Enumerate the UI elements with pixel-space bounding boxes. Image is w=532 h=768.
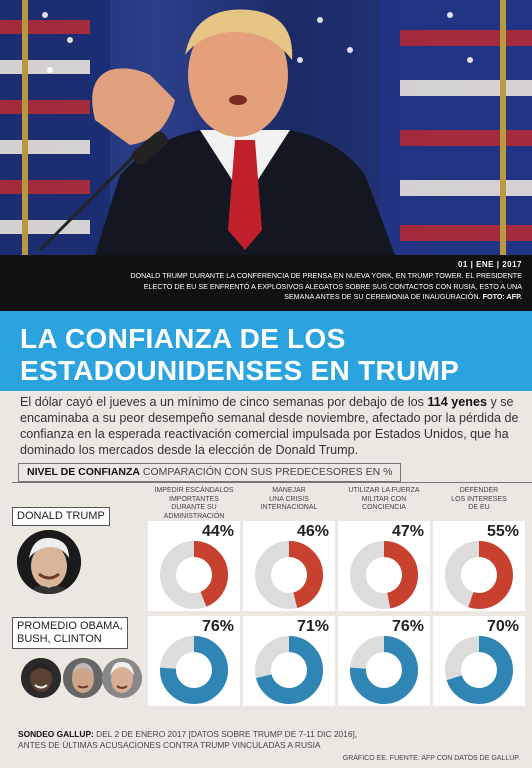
photo-caption: 01 | ENE | 2017 DONALD TRUMP DURANTE LA … bbox=[0, 255, 532, 311]
bush-avatar bbox=[63, 658, 103, 698]
footer-line-2: ANTES DE ÚLTIMAS ACUSACIONES CONTRA TRUM… bbox=[18, 740, 321, 750]
column-header-2-line-2: UNA CRISIS bbox=[269, 495, 309, 503]
row-label-trump: DONALD TRUMP bbox=[12, 507, 110, 526]
clinton-face-icon bbox=[102, 658, 142, 698]
column-header-4-line-3: DE EU bbox=[468, 504, 490, 511]
trump-photo-illustration bbox=[0, 0, 532, 255]
donut-slice bbox=[350, 636, 418, 704]
donut-slice bbox=[445, 541, 513, 609]
intro-part-2: y se encaminaba a su peor desempeño sema… bbox=[20, 395, 519, 457]
clinton-avatar bbox=[102, 658, 142, 698]
column-header-4: DEFENDER LOS INTERESES DE EU bbox=[433, 487, 525, 513]
caption-line-1: DONALD TRUMP DURANTE LA CONFERENCIA DE P… bbox=[130, 271, 522, 280]
donut-slice bbox=[350, 541, 418, 609]
value-label: 76% bbox=[201, 618, 234, 635]
donut-slice bbox=[160, 541, 228, 609]
donut-slice bbox=[160, 636, 228, 704]
title-line-1: LA CONFIANZA DE LOS bbox=[20, 323, 346, 354]
caption-line-3: SEMANA ANTES DE SU CEREMONIA DE INAUGURA… bbox=[10, 292, 522, 303]
caption-line-2: ELECTO DE EU SE ENFRENTÓ A EXPLOSIVOS AL… bbox=[143, 281, 522, 291]
column-header-2-line-3: INTERNACIONAL bbox=[260, 504, 318, 511]
value-label: 55% bbox=[486, 523, 519, 540]
caption-date: 01 | ENE | 2017 bbox=[457, 260, 522, 269]
donut-chart bbox=[350, 636, 418, 704]
column-header-3-line-3: CONCIENCIA bbox=[362, 504, 406, 511]
title-line-2: ESTADOUNIDENSES EN TRUMP bbox=[20, 355, 460, 386]
value-label: 44% bbox=[201, 523, 234, 540]
intro-part-1: El dólar cayó el jueves a un mínimo de c… bbox=[20, 395, 428, 409]
obama-avatar bbox=[21, 658, 61, 698]
caption-text: DONALD TRUMP DURANTE LA CONFERENCIA DE P… bbox=[10, 271, 522, 303]
footer-bold: SONDEO GALLUP: bbox=[18, 729, 94, 739]
column-header-1-line-1: IMPEDIR ESCÁNDALOS bbox=[154, 487, 234, 494]
caption-line-3-text: SEMANA ANTES DE SU CEREMONIA DE INAUGURA… bbox=[284, 292, 481, 301]
value-label: 70% bbox=[486, 618, 519, 635]
chart-panel-trump-1: 44% bbox=[148, 521, 240, 611]
column-header-3-line-2: MILITAR CON bbox=[361, 495, 407, 503]
column-header-1-line-2: IMPORTANTES bbox=[169, 495, 219, 503]
donut-chart bbox=[160, 541, 228, 609]
chart-panel-predecessors-4: 70% bbox=[433, 616, 525, 706]
column-header-1: IMPEDIR ESCÁNDALOS IMPORTANTES DURANTE SU A… bbox=[148, 487, 240, 521]
row-label-predecessors-line-2: BUSH, CLINTON bbox=[17, 633, 102, 645]
obama-face-icon bbox=[21, 658, 61, 698]
column-header-1-line-4: ADMINISTRACIÓN bbox=[163, 512, 225, 520]
chart-section-header: NIVEL DE CONFIANZA COMPARACIÓN CON SUS P… bbox=[18, 463, 402, 482]
footer-line-1-text: DEL 2 DE ENERO 2017 [DATOS SOBRE TRUMP D… bbox=[93, 729, 358, 739]
page-title: LA CONFIANZA DE LOS ESTADOUNIDENSES EN T… bbox=[20, 323, 532, 387]
value-label: 46% bbox=[296, 523, 329, 540]
column-header-4-line-2: LOS INTERESES bbox=[451, 495, 507, 503]
donut-slice bbox=[255, 541, 323, 609]
donut-chart bbox=[445, 636, 513, 704]
chart-panel-trump-4: 55% bbox=[433, 521, 525, 611]
chart-panel-trump-2: 46% bbox=[243, 521, 335, 611]
column-header-2: MANEJAR UNA CRISIS INTERNACIONAL bbox=[243, 487, 335, 513]
donut-chart bbox=[445, 541, 513, 609]
value-label: 47% bbox=[391, 523, 424, 540]
trump-avatar bbox=[17, 530, 81, 594]
caption-credit: FOTO: AFP. bbox=[482, 292, 522, 301]
donut-chart bbox=[255, 541, 323, 609]
chart-panel-predecessors-3: 76% bbox=[338, 616, 430, 706]
column-header-3-line-1: UTILIZAR LA FUERZA bbox=[348, 487, 420, 494]
column-header-3: UTILIZAR LA FUERZA MILITAR CON CONCIENCIA bbox=[338, 487, 430, 513]
bush-face-icon bbox=[63, 658, 103, 698]
chart-panel-predecessors-1: 76% bbox=[148, 616, 240, 706]
donut-chart bbox=[255, 636, 323, 704]
column-header-4-line-1: DEFENDER bbox=[459, 487, 499, 494]
column-header-2-line-1: MANEJAR bbox=[272, 487, 306, 494]
value-label: 71% bbox=[296, 618, 329, 635]
intro-paragraph: El dólar cayó el jueves a un mínimo de c… bbox=[20, 394, 520, 458]
chart-panel-trump-3: 47% bbox=[338, 521, 430, 611]
row-label-predecessors-line-1: PROMEDIO OBAMA, bbox=[17, 620, 123, 632]
footer-note: SONDEO GALLUP: DEL 2 DE ENERO 2017 [DATO… bbox=[18, 729, 357, 751]
intro-bold: 114 yenes bbox=[427, 395, 487, 409]
row-label-predecessors: PROMEDIO OBAMA, BUSH, CLINTON bbox=[12, 617, 128, 649]
column-header-1-line-3: DURANTE SU bbox=[171, 504, 217, 511]
section-rule bbox=[12, 482, 532, 483]
donut-slice bbox=[445, 636, 513, 704]
chart-panel-predecessors-2: 71% bbox=[243, 616, 335, 706]
chart-title: NIVEL DE CONFIANZA bbox=[27, 466, 140, 478]
chart-subtitle: COMPARACIÓN CON SUS PREDECESORES EN % bbox=[139, 466, 393, 478]
header-photo bbox=[0, 0, 532, 255]
title-band: LA CONFIANZA DE LOS ESTADOUNIDENSES EN T… bbox=[0, 311, 532, 391]
donut-chart bbox=[350, 541, 418, 609]
trump-face-icon bbox=[17, 530, 81, 594]
source-credit: GRÁFICO EE. FUENTE: AFP CON DATOS DE GAL… bbox=[342, 755, 520, 762]
donut-chart bbox=[160, 636, 228, 704]
value-label: 76% bbox=[391, 618, 424, 635]
donut-slice bbox=[255, 636, 323, 704]
footer-line-1: SONDEO GALLUP: DEL 2 DE ENERO 2017 [DATO… bbox=[18, 729, 357, 740]
